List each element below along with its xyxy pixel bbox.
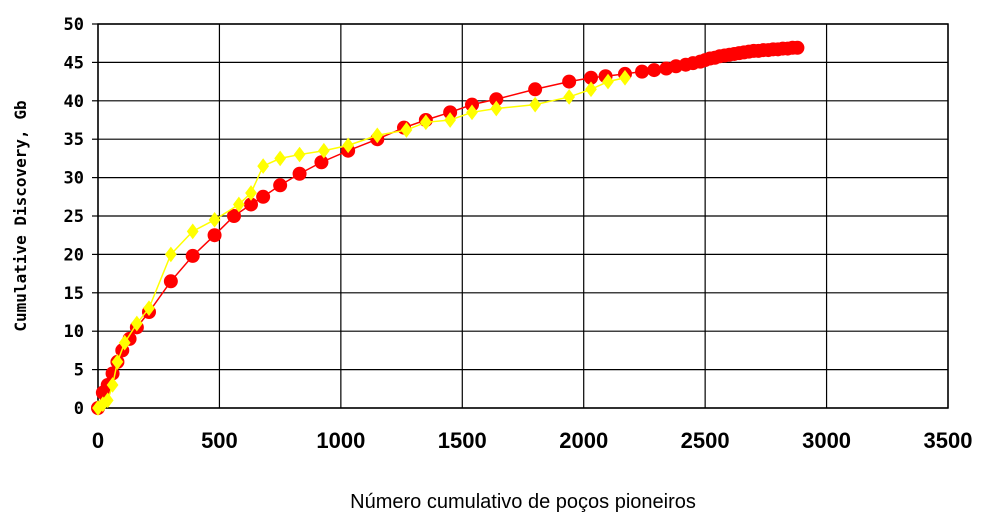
data-point [101,392,114,409]
data-point [419,114,432,131]
y-axis-label: Cumulative Discovery, Gb [11,100,30,331]
y-tick-label: 35 [64,130,84,150]
data-point [143,300,155,316]
y-tick-label: 25 [64,207,84,227]
data-point [490,100,503,117]
series-1 [92,69,631,416]
data-point [164,246,177,263]
series-line [97,77,626,409]
x-tick-label: 1000 [316,428,365,453]
data-point [371,127,384,144]
y-tick-label: 20 [64,245,84,265]
y-tick-label: 15 [64,284,84,304]
data-point [562,74,577,89]
data-point [227,209,241,223]
data-point [118,334,131,351]
data-point [273,178,288,193]
data-point [111,354,124,370]
series-line [97,47,798,409]
data-point [106,377,119,393]
data-point [257,158,270,174]
data-point [342,137,355,154]
data-point [466,104,478,121]
data-point [256,189,271,204]
x-tick-label: 1500 [438,428,487,453]
series-layer [91,40,805,416]
data-point [528,82,543,97]
data-point [292,166,307,181]
y-tick-label: 30 [64,169,84,189]
data-point [317,142,330,159]
x-axis-label: Número cumulativo de poços pioneiros [350,491,696,513]
y-tick-labels: 0 5 10 15 20 25 30 35 40 45 50 [64,15,98,419]
grid [97,23,949,409]
data-point [563,89,576,105]
y-tick-label: 10 [64,322,84,342]
data-point [185,248,200,263]
data-point [207,228,222,243]
data-point [444,112,457,128]
data-point [529,96,542,113]
data-point [619,69,631,86]
data-point [245,185,257,201]
y-tick-label: 0 [74,399,84,419]
y-tick-label: 5 [74,361,84,381]
x-tick-label: 2500 [681,428,730,453]
data-point [208,212,221,228]
data-point [602,73,614,90]
x-tick-label: 0 [92,428,104,453]
data-point [647,63,662,78]
data-point [163,274,178,289]
x-tick-labels: 0 500 1000 1500 2000 2500 3000 3500 [92,428,973,453]
x-tick-label: 3500 [924,428,973,453]
y-tick-label: 45 [64,53,84,73]
x-tick-label: 500 [201,428,238,453]
data-point [635,64,649,79]
x-tick-label: 3000 [802,428,851,453]
data-point [314,155,329,170]
data-point [400,122,413,138]
y-tick-label: 50 [64,15,84,35]
y-tick-label: 40 [64,92,84,112]
data-point [585,81,597,98]
data-point [790,40,805,55]
data-point [232,196,245,213]
data-point [186,223,199,240]
data-point [274,150,287,167]
data-point [130,315,143,332]
x-tick-label: 2000 [559,428,608,453]
data-point [293,146,306,163]
